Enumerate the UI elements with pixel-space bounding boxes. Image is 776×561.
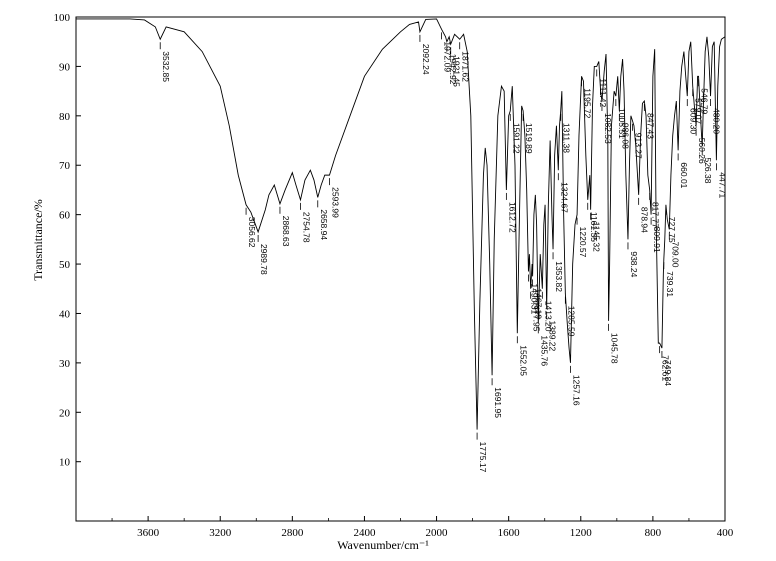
peak-label: 1161.35 <box>589 212 599 242</box>
peak-label: 1921.45 <box>452 56 462 87</box>
peak-label: 1324.67 <box>559 182 569 213</box>
peak-label: 1775.17 <box>478 442 488 473</box>
peak-label: 3056.62 <box>247 217 257 248</box>
y-tick-label: 30 <box>59 358 71 370</box>
x-tick-label: 800 <box>645 527 662 539</box>
peak-label: 1519.89 <box>524 123 534 154</box>
y-tick-label: 50 <box>59 259 71 271</box>
peak-label: 579.07 <box>694 98 704 124</box>
peak-label: 1691.95 <box>493 387 503 418</box>
peak-label: 1389.22 <box>548 321 558 352</box>
y-axis-title: Transmittance/% <box>31 199 45 281</box>
peak-label: 1220.57 <box>578 227 588 258</box>
x-tick-label: 2000 <box>426 527 449 539</box>
y-tick-label: 90 <box>59 61 71 73</box>
peak-label: 2868.63 <box>281 216 291 247</box>
peak-label: 1871.62 <box>461 51 471 82</box>
peak-label: 913.27 <box>633 133 643 159</box>
x-tick-label: 400 <box>717 527 734 539</box>
peak-label: 1552.05 <box>518 345 528 376</box>
peak-label: 3532.85 <box>161 51 171 82</box>
y-tick-label: 40 <box>59 308 71 320</box>
peak-label: 1477.95 <box>532 301 542 332</box>
y-tick-label: 60 <box>59 210 71 222</box>
x-tick-label: 3600 <box>137 527 160 539</box>
peak-label: 739.31 <box>665 271 675 297</box>
peak-label: 749.84 <box>663 360 673 386</box>
peak-label: 1942.92 <box>448 54 458 85</box>
peak-label: 1005.51 <box>617 108 627 139</box>
peak-label: 809.91 <box>652 227 662 253</box>
x-tick-label: 1200 <box>570 527 593 539</box>
y-tick-label: 100 <box>54 12 71 24</box>
peak-label: 762.61 <box>661 355 671 381</box>
x-tick-label: 1600 <box>498 527 521 539</box>
peak-label: 2092.24 <box>421 44 431 75</box>
axis-ticks: 3600 3200 2800 2400 2000 1600 1200 800 400 10 20 30… <box>54 12 734 539</box>
x-tick-label: 2800 <box>281 527 304 539</box>
peak-label: 938.24 <box>629 251 639 277</box>
peak-label: 526.38 <box>703 157 713 183</box>
peak-label: 1490.31 <box>529 283 539 314</box>
peak-label: 1612.72 <box>507 202 517 233</box>
plot-frame <box>75 16 726 522</box>
peak-label: 847.43 <box>645 113 655 139</box>
spectrum-line <box>76 18 726 430</box>
peak-label: 546.79 <box>700 88 710 114</box>
peak-label: 2593.99 <box>330 187 340 218</box>
peak-label: 1591.22 <box>511 123 521 154</box>
peak-label: 447.71 <box>717 172 727 198</box>
peak-label: 2989.78 <box>259 244 269 275</box>
peak-label: 1045.78 <box>610 333 620 364</box>
peak-label: 727.75 <box>667 217 677 243</box>
x-tick-label: 3200 <box>209 527 232 539</box>
peak-label: 1972.09 <box>443 41 453 72</box>
peak-label: 709.00 <box>670 241 680 267</box>
peak-label: 878.94 <box>640 207 650 233</box>
y-tick-label: 10 <box>59 457 71 469</box>
peak-label: 2754.78 <box>301 212 311 243</box>
peak-label: 1195.72 <box>583 88 593 118</box>
peak-label: 480.20 <box>712 108 722 134</box>
peak-label: 1311.38 <box>562 123 572 153</box>
peak-label: 2658.94 <box>319 209 329 240</box>
peak-label: 1145.32 <box>592 222 602 252</box>
peak-label: 1257.16 <box>571 375 581 406</box>
plot-border <box>75 16 726 522</box>
y-tick-label: 20 <box>59 407 71 419</box>
peak-label: 1413.20 <box>543 301 553 332</box>
y-tick-label: 80 <box>59 111 71 123</box>
peak-label: 1435.76 <box>539 335 549 366</box>
x-tick-label: 2400 <box>353 527 376 539</box>
peak-label: 609.30 <box>688 108 698 134</box>
peak-label: 660.01 <box>679 162 689 188</box>
peak-label: 1353.82 <box>554 261 564 292</box>
y-tick-label: 70 <box>59 160 71 172</box>
x-axis-title: Wavenumber/cm⁻¹ <box>337 538 429 552</box>
